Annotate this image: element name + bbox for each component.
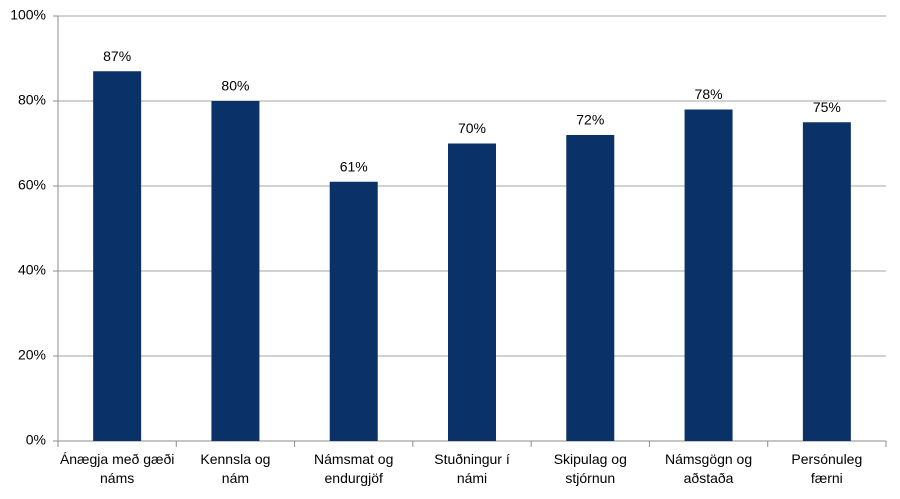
value-label: 78% <box>695 86 723 102</box>
y-tick-label: 40% <box>18 262 46 278</box>
x-tick-label: Skipulag og stjórnun <box>553 451 627 486</box>
y-tick-label: 60% <box>18 177 46 193</box>
value-label: 87% <box>103 48 131 64</box>
y-tick-label: 80% <box>18 92 46 108</box>
value-label: 80% <box>221 78 249 94</box>
y-tick-label: 20% <box>18 347 46 363</box>
value-label: 61% <box>340 158 368 174</box>
x-tick-label: Stuðningur í námi <box>434 451 510 486</box>
x-tick-label: Námsgögn og aðstaða <box>664 451 753 486</box>
bar <box>566 135 615 441</box>
bar <box>684 109 733 441</box>
bar <box>211 101 260 441</box>
y-tick-label: 100% <box>10 7 46 23</box>
x-tick-label: Persónuleg færni <box>791 451 863 486</box>
value-label: 75% <box>813 99 841 115</box>
x-tick-label: Ánægja með gæði náms <box>59 451 175 486</box>
value-label: 72% <box>576 112 604 128</box>
x-tick-label: Námsmat og endurgjöf <box>314 451 394 486</box>
y-tick-label: 0% <box>26 432 46 448</box>
x-tick-label: Kennsla og nám <box>200 451 271 486</box>
bar <box>93 71 142 441</box>
bar <box>448 143 496 441</box>
bar <box>329 181 378 441</box>
value-label: 70% <box>458 120 486 136</box>
bar <box>802 122 851 441</box>
